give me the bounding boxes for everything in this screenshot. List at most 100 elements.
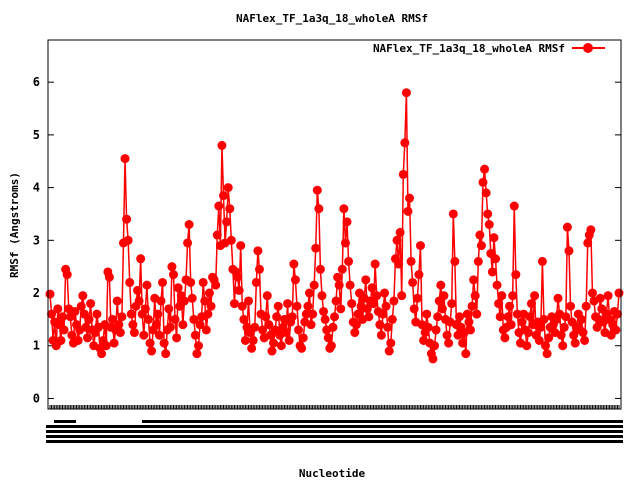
y-tick-label: 4 <box>33 181 40 195</box>
data-point <box>261 312 271 322</box>
data-point <box>303 301 313 311</box>
data-point <box>312 185 322 195</box>
data-point <box>47 309 57 319</box>
data-point <box>244 296 254 306</box>
x-tick-label-band <box>46 435 623 438</box>
data-point <box>198 277 208 287</box>
data-point <box>403 206 413 216</box>
data-point <box>151 320 161 330</box>
data-point <box>223 183 233 193</box>
data-point <box>247 343 257 353</box>
data-point <box>104 272 114 282</box>
data-point <box>447 299 457 309</box>
data-point <box>123 235 133 245</box>
data-point <box>469 275 479 285</box>
data-point <box>347 299 357 309</box>
data-point <box>212 230 222 240</box>
data-point <box>523 328 533 338</box>
data-point <box>395 227 405 237</box>
data-point <box>559 322 569 332</box>
data-point <box>586 225 596 235</box>
data-point <box>139 330 149 340</box>
data-point <box>587 288 597 298</box>
data-point <box>183 238 193 248</box>
x-tick-label-band <box>46 430 623 433</box>
data-point <box>570 338 580 348</box>
x-tick-label-band <box>46 440 623 443</box>
data-point <box>461 349 471 359</box>
data-point <box>489 233 499 243</box>
data-point <box>117 312 127 322</box>
x-tick-label-band <box>46 425 623 428</box>
data-point <box>564 246 574 256</box>
data-point <box>309 280 319 290</box>
data-point <box>267 346 277 356</box>
data-point <box>512 309 522 319</box>
data-point <box>544 333 554 343</box>
data-point <box>408 277 418 287</box>
data-point <box>495 312 505 322</box>
data-point <box>53 304 63 314</box>
data-point <box>133 285 143 295</box>
data-point <box>184 220 194 229</box>
data-point <box>301 309 311 319</box>
data-point <box>464 317 474 327</box>
data-point <box>526 299 536 309</box>
data-point <box>284 335 294 345</box>
data-point <box>370 259 380 269</box>
data-point <box>415 241 425 251</box>
data-point <box>506 320 516 330</box>
data-point <box>367 283 377 293</box>
data-point <box>214 201 224 211</box>
data-point <box>211 280 221 290</box>
data-point <box>384 346 394 356</box>
data-point <box>387 314 397 324</box>
data-point <box>500 333 510 343</box>
data-point <box>317 291 327 301</box>
data-point <box>345 280 355 290</box>
data-point <box>76 301 86 311</box>
data-point <box>481 188 491 198</box>
data-point <box>225 204 235 214</box>
data-point <box>423 322 433 332</box>
data-point <box>58 312 68 322</box>
data-point <box>122 214 132 224</box>
data-point <box>298 333 308 343</box>
data-point <box>369 299 379 309</box>
data-point <box>281 328 291 338</box>
data-point <box>219 191 229 201</box>
data-point <box>194 341 203 351</box>
data-point <box>264 320 274 330</box>
data-point <box>320 314 330 324</box>
data-point <box>394 259 404 269</box>
data-point <box>248 335 258 345</box>
data-point <box>375 320 385 330</box>
data-point <box>206 301 216 311</box>
data-point <box>401 88 411 98</box>
data-point <box>147 346 157 356</box>
data-point <box>287 312 297 322</box>
data-point <box>534 335 544 345</box>
data-point <box>409 304 419 314</box>
data-point <box>344 256 354 266</box>
data-point <box>239 314 249 324</box>
data-point <box>173 283 183 293</box>
data-point <box>84 314 94 324</box>
data-point <box>337 264 347 274</box>
data-point <box>294 325 304 335</box>
data-point <box>172 333 182 343</box>
y-tick-label: 1 <box>33 339 40 353</box>
data-point <box>611 325 621 335</box>
x-axis-ticks <box>46 405 623 443</box>
legend: NAFlex_TF_1a3q_18_wholeA RMSf <box>373 42 605 55</box>
data-point <box>158 277 168 287</box>
data-point <box>331 296 341 306</box>
data-point <box>240 335 250 345</box>
data-point <box>442 330 452 340</box>
data-point <box>372 291 382 301</box>
data-point <box>561 312 571 322</box>
data-point <box>492 280 502 290</box>
data-point <box>97 349 107 359</box>
data-point <box>422 309 432 319</box>
data-point <box>470 291 480 301</box>
